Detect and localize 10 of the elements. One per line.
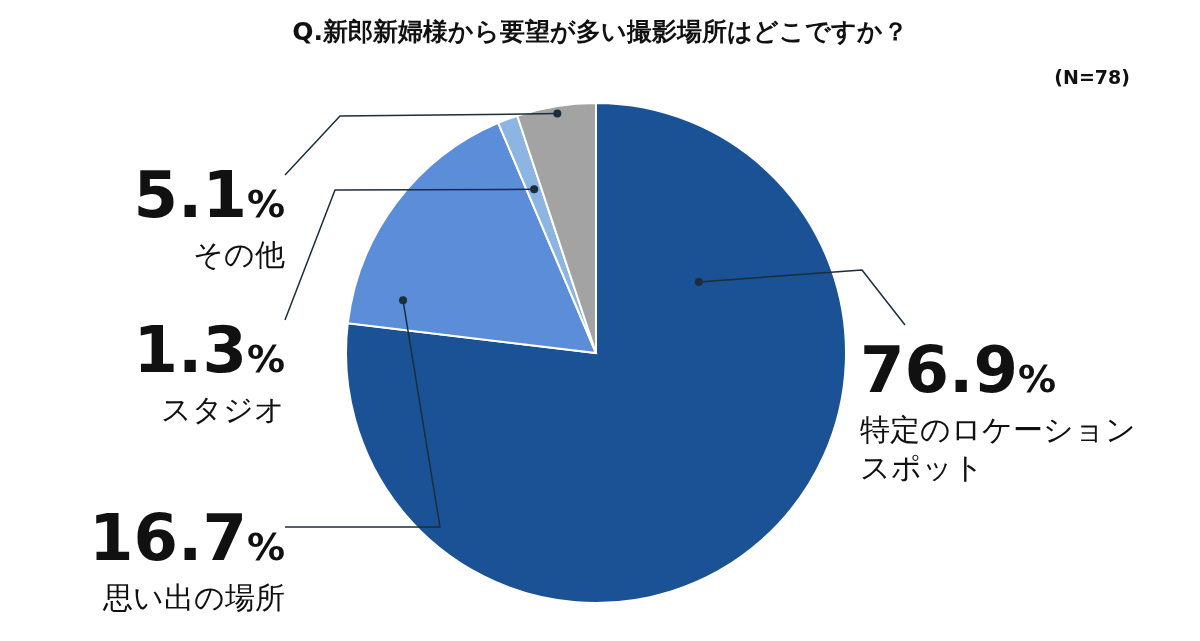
- slice-label: 思い出の場所: [102, 580, 285, 615]
- slice-label: スタジオ: [161, 392, 285, 427]
- text: (N=78): [1054, 66, 1130, 88]
- slice-label: 特定のロケーションスポット: [860, 412, 1136, 485]
- chart-title: Q.新郎新婦様から要望が多い撮影場所はどこですか？: [292, 17, 908, 46]
- data-label: 16.7%: [89, 501, 285, 575]
- data-label: 5.1%: [133, 158, 285, 232]
- slice-label: その他: [193, 237, 285, 272]
- data-label: 76.9%: [860, 333, 1056, 407]
- data-label: 1.3%: [133, 313, 285, 387]
